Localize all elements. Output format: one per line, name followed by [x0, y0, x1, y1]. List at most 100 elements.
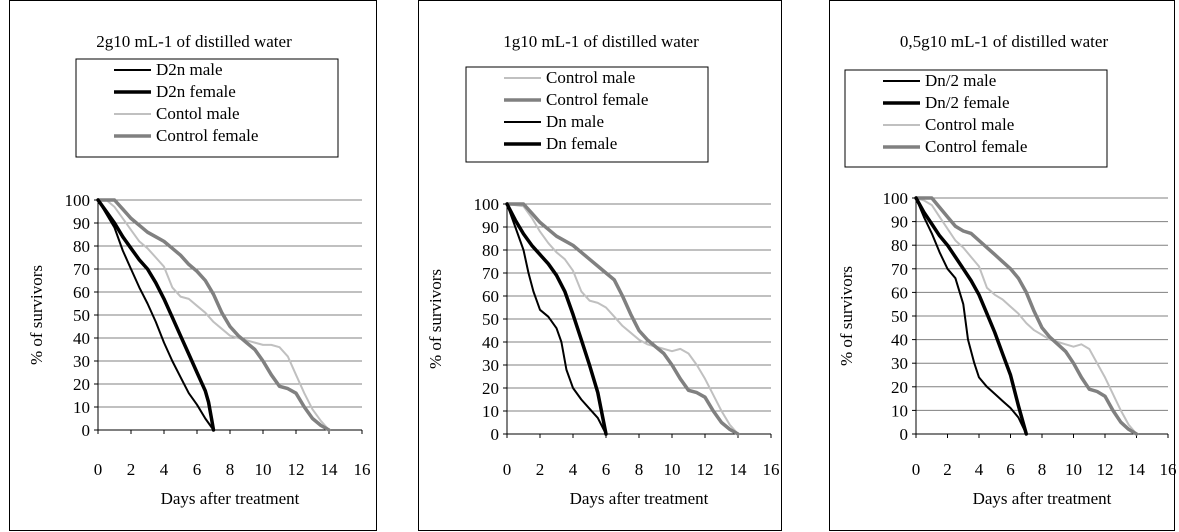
chart-2-y-axis-label: % of survivors — [837, 266, 856, 366]
chart-0-ytick-label-8: 80 — [73, 237, 90, 256]
chart-1-series-line-3 — [505, 202, 608, 436]
chart-1-x-axis-label: Days after treatment — [570, 489, 709, 508]
chart-2-ytick-label-5: 50 — [891, 307, 908, 326]
chart-0-xtick-label-3: 6 — [193, 460, 202, 479]
chart-2-ytick-label-9: 90 — [891, 213, 908, 232]
chart-0-series-line-1 — [96, 198, 216, 432]
chart-1-legend-label-3: Dn female — [546, 134, 617, 153]
chart-1-y-axis-label: % of survivors — [426, 269, 445, 369]
chart-2-xtick-label-3: 6 — [1006, 460, 1015, 479]
chart-0-xtick-label-2: 4 — [160, 460, 169, 479]
chart-0-title: 2g10 mL-1 of distilled water — [96, 32, 292, 51]
chart-1-xtick-label-0: 0 — [503, 460, 512, 479]
chart-2-ytick-label-8: 80 — [891, 236, 908, 255]
chart-2-ytick-label-0: 0 — [900, 425, 909, 444]
chart-2-ytick-label-3: 30 — [891, 354, 908, 373]
chart-2-xtick-label-1: 2 — [943, 460, 952, 479]
chart-2-title: 0,5g10 mL-1 of distilled water — [900, 32, 1109, 51]
chart-0-ytick-label-5: 50 — [73, 306, 90, 325]
chart-1-ytick-label-10: 100 — [474, 195, 500, 214]
chart-panel-05g: 0,5g10 mL-1 of distilled water Dn/2 male D… — [829, 0, 1177, 531]
chart-1-legend-label-2: Dn male — [546, 112, 604, 131]
chart-1-xtick-label-1: 2 — [536, 460, 545, 479]
chart-0-ytick-label-3: 30 — [73, 352, 90, 371]
chart-2-xtick-label-6: 12 — [1097, 460, 1114, 479]
chart-2-series-line-3 — [914, 196, 1139, 436]
chart-0-xtick-label-1: 2 — [127, 460, 136, 479]
chart-2-x-axis-label: Days after treatment — [973, 489, 1112, 508]
chart-1-title: 1g10 mL-1 of distilled water — [503, 32, 699, 51]
chart-2-xtick-label-5: 10 — [1065, 460, 1082, 479]
chart-0-x-axis-label: Days after treatment — [161, 489, 300, 508]
chart-0-ytick-label-10: 100 — [65, 191, 91, 210]
chart-0-legend-label-3: Control female — [156, 126, 258, 145]
chart-2-legend-box — [844, 69, 1108, 168]
chart-0-series-line-2 — [97, 199, 330, 431]
chart-0-ytick-label-4: 40 — [73, 329, 90, 348]
chart-1-xtick-label-2: 4 — [569, 460, 578, 479]
chart-1-legend-box — [465, 66, 709, 163]
chart-0-xtick-label-8: 16 — [354, 460, 371, 479]
chart-1-xtick-label-8: 16 — [763, 460, 780, 479]
chart-2-series-line-1 — [914, 196, 1029, 436]
chart-1-series-line-1 — [505, 202, 740, 436]
chart-0-xtick-label-6: 12 — [288, 460, 305, 479]
chart-2-series-line-2 — [915, 197, 1138, 435]
chart-2-legend-label-3: Control female — [925, 137, 1027, 156]
chart-1-ytick-label-9: 90 — [482, 218, 499, 237]
chart-0-xtick-label-0: 0 — [94, 460, 103, 479]
chart-1-legend-label-0: Control male — [546, 68, 635, 87]
chart-2-series-line-0 — [915, 197, 1028, 435]
chart-0-legend-box — [75, 58, 339, 158]
chart-1-xtick-label-7: 14 — [730, 460, 748, 479]
chart-2-ytick-label-7: 70 — [891, 260, 908, 279]
chart-2-ytick-label-2: 20 — [891, 378, 908, 397]
chart-svg-05g: 0,5g10 mL-1 of distilled water Dn/2 male D… — [837, 32, 1177, 508]
chart-panel-2g: 2g10 mL-1 of distilled water D2n male D2n … — [9, 0, 377, 531]
chart-2-xtick-label-8: 16 — [1160, 460, 1177, 479]
chart-0-ytick-label-1: 10 — [73, 398, 90, 417]
chart-0-xtick-label-4: 8 — [226, 460, 235, 479]
chart-1-ytick-label-1: 10 — [482, 402, 499, 421]
chart-svg-1g: 1g10 mL-1 of distilled water Control male… — [426, 32, 780, 508]
chart-1-ytick-label-6: 60 — [482, 287, 499, 306]
chart-1-ytick-label-2: 20 — [482, 379, 499, 398]
chart-2-ytick-label-10: 100 — [883, 189, 909, 208]
chart-2-legend-label-2: Control male — [925, 115, 1014, 134]
chart-panel-1g: 1g10 mL-1 of distilled water Control male… — [418, 0, 782, 531]
chart-2-ytick-label-4: 40 — [891, 331, 908, 350]
chart-2-ytick-label-6: 60 — [891, 283, 908, 302]
chart-0-legend-label-2: Contol male — [156, 104, 240, 123]
chart-1-ytick-label-0: 0 — [491, 425, 500, 444]
chart-0-xtick-label-7: 14 — [321, 460, 339, 479]
chart-0-legend-label-1: D2n female — [156, 82, 236, 101]
chart-0-series-line-3 — [96, 198, 331, 432]
chart-0-series-line-0 — [97, 199, 215, 431]
chart-2-xtick-label-0: 0 — [912, 460, 921, 479]
chart-2-legend-label-1: Dn/2 female — [925, 93, 1010, 112]
chart-0-xtick-label-5: 10 — [255, 460, 272, 479]
chart-svg-2g: 2g10 mL-1 of distilled water D2n male D2n … — [27, 32, 371, 508]
chart-0-ytick-label-0: 0 — [82, 421, 91, 440]
chart-2-xtick-label-2: 4 — [975, 460, 984, 479]
chart-0-ytick-label-7: 70 — [73, 260, 90, 279]
chart-1-ytick-label-8: 80 — [482, 241, 499, 260]
chart-1-ytick-label-4: 40 — [482, 333, 499, 352]
chart-1-ytick-label-7: 70 — [482, 264, 499, 283]
chart-1-ytick-label-5: 50 — [482, 310, 499, 329]
chart-1-xtick-label-4: 8 — [635, 460, 644, 479]
chart-1-xtick-label-6: 12 — [697, 460, 714, 479]
chart-2-legend-label-0: Dn/2 male — [925, 71, 996, 90]
chart-0-ytick-label-6: 60 — [73, 283, 90, 302]
chart-1-ytick-label-3: 30 — [482, 356, 499, 375]
chart-1-xtick-label-5: 10 — [664, 460, 681, 479]
chart-0-y-axis-label: % of survivors — [27, 265, 46, 365]
chart-2-ytick-label-1: 10 — [891, 401, 908, 420]
chart-1-xtick-label-3: 6 — [602, 460, 611, 479]
chart-1-series-line-2 — [506, 203, 607, 435]
chart-1-series-line-0 — [506, 203, 739, 435]
chart-2-xtick-label-4: 8 — [1038, 460, 1047, 479]
chart-1-legend-label-1: Control female — [546, 90, 648, 109]
chart-0-ytick-label-2: 20 — [73, 375, 90, 394]
chart-0-ytick-label-9: 90 — [73, 214, 90, 233]
